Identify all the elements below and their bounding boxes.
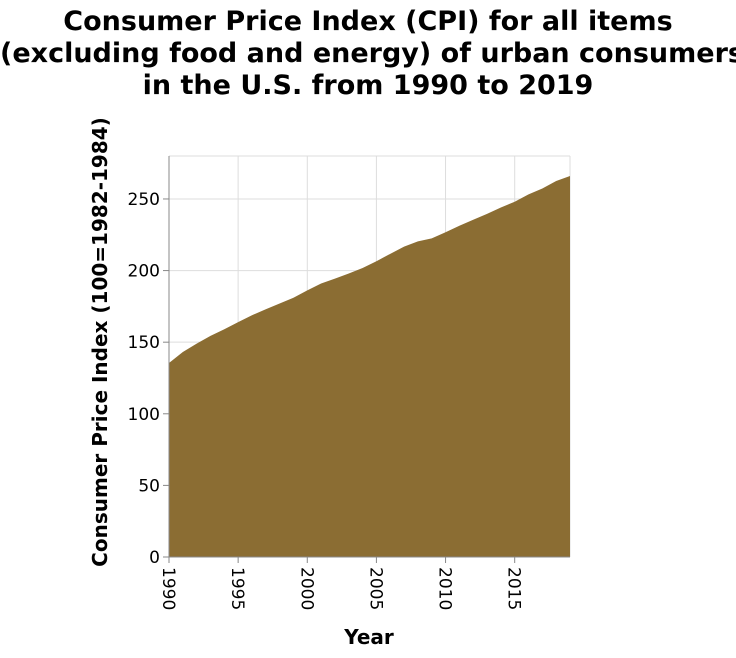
cpi-area-series [169, 176, 570, 558]
chart-title-line-1: Consumer Price Index (CPI) for all items [63, 6, 673, 37]
y-tick-label: 100 [128, 405, 160, 425]
y-tick-label: 150 [128, 333, 160, 353]
y-axis-title: Consumer Price Index (100=1982-1984) [88, 117, 112, 567]
chart-title-line-2: (excluding food and energy) of urban con… [0, 38, 736, 69]
x-tick-label: 1995 [227, 567, 247, 610]
x-axis-title: Year [343, 625, 394, 649]
x-tick-label: 2015 [504, 567, 524, 610]
x-tick-label: 2010 [435, 567, 455, 610]
y-tick-label: 250 [128, 190, 160, 210]
chart-title: Consumer Price Index (CPI) for all items… [0, 6, 736, 102]
y-tick-label: 0 [149, 548, 160, 568]
x-tick-label: 2005 [365, 567, 385, 610]
chart-title-line-3: in the U.S. from 1990 to 2019 [142, 70, 594, 101]
x-tick-label: 2000 [296, 567, 316, 610]
axes [163, 156, 570, 563]
x-tick-labels: 1990 1995 2000 2005 2010 2015 [158, 567, 524, 610]
y-tick-label: 50 [138, 476, 160, 496]
y-tick-labels: 0 50 100 150 200 250 [128, 190, 160, 568]
x-tick-label: 1990 [158, 567, 178, 610]
y-tick-label: 200 [128, 262, 160, 282]
